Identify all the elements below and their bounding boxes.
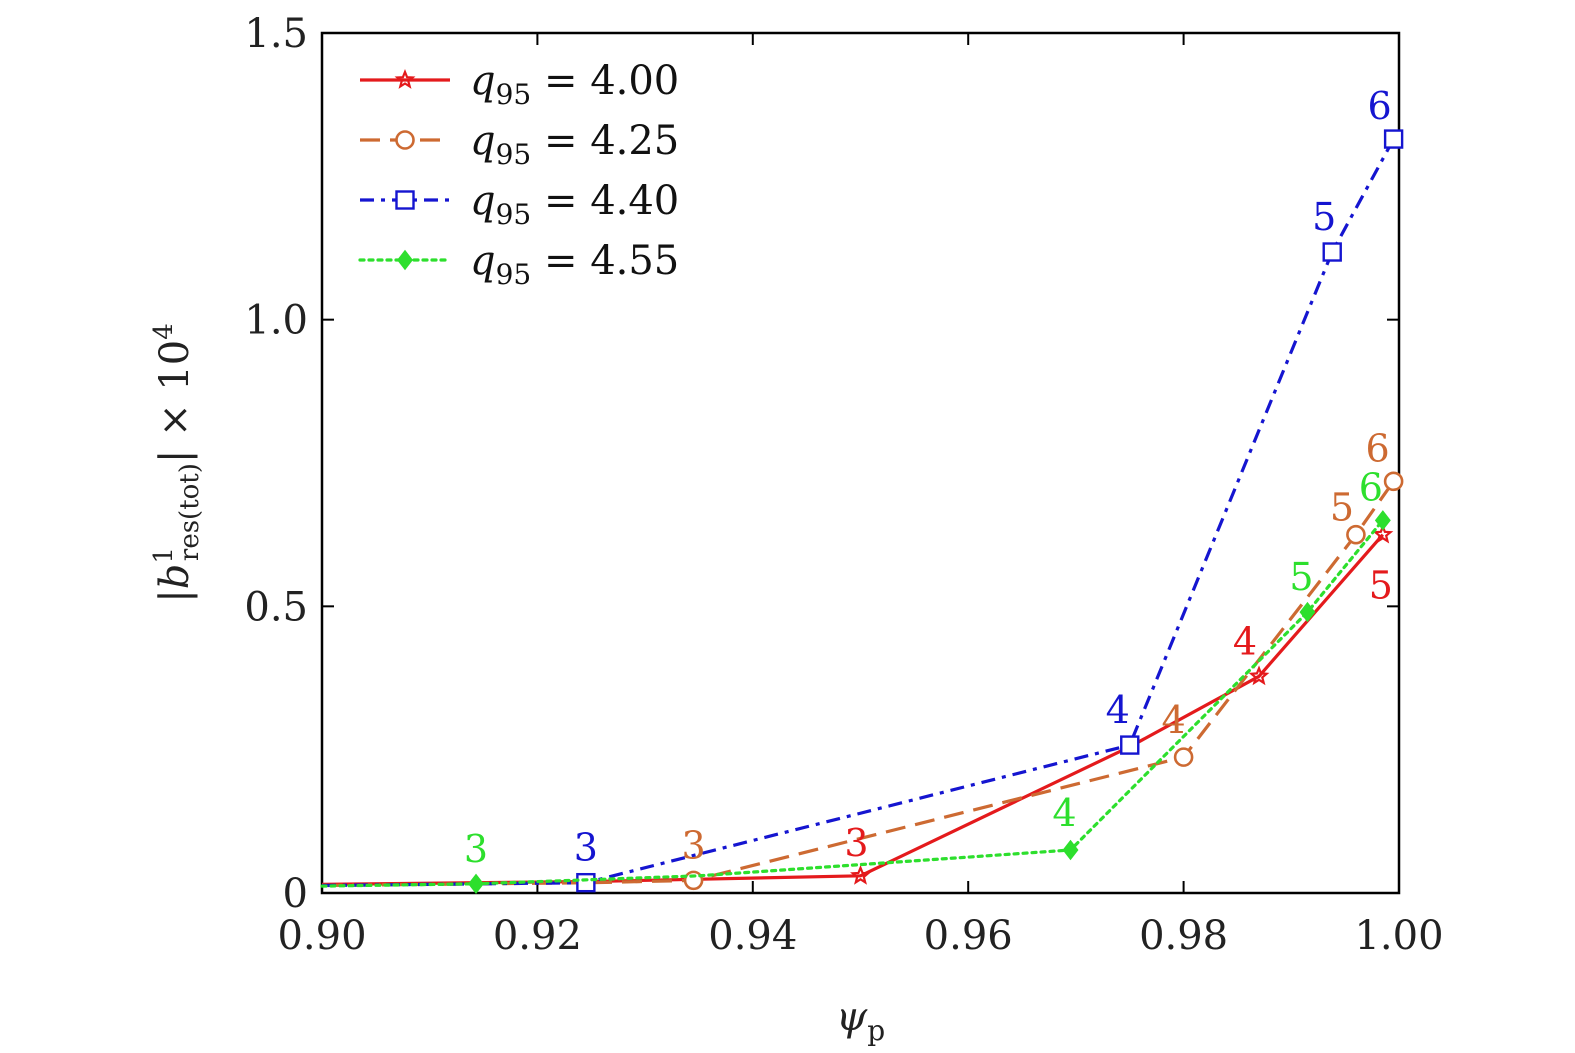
data-point-marker: [1299, 601, 1316, 623]
point-label: 3: [844, 821, 868, 865]
series-square: [321, 129, 1404, 893]
point-label: 5: [1312, 195, 1336, 239]
data-point-marker: [394, 69, 416, 89]
data-point-marker: [1383, 471, 1404, 492]
x-tick-label: 0.92: [493, 913, 582, 959]
data-point-marker: [850, 864, 871, 885]
legend-label: q95 = 4.40: [470, 178, 679, 231]
series-diamond: [320, 510, 1391, 895]
data-point-marker: [468, 873, 484, 895]
y-tick-label: 0: [283, 871, 308, 917]
y-tick-label: 0.5: [244, 584, 308, 630]
data-point-marker: [1062, 839, 1079, 861]
data-point-marker: [1383, 129, 1404, 149]
x-axis-label: ψp: [836, 994, 885, 1047]
data-point-marker: [1346, 524, 1366, 545]
data-point-marker: [395, 130, 415, 150]
data-point-marker: [1374, 510, 1391, 531]
point-label: 3: [574, 826, 598, 870]
x-tick-label: 0.90: [277, 913, 366, 959]
y-axis-label: |b1res(tot)| × 104: [149, 323, 205, 603]
point-label: 3: [464, 827, 488, 871]
legend-item: q95 = 4.40: [360, 178, 679, 231]
y-tick-label: 1.0: [244, 298, 308, 344]
legend-label: q95 = 4.00: [470, 58, 679, 111]
point-label: 6: [1366, 426, 1390, 470]
point-label: 6: [1368, 84, 1392, 128]
data-point-marker: [576, 872, 596, 893]
point-label: 4: [1106, 688, 1130, 732]
data-point-marker: [397, 249, 413, 271]
y-tick-label: 1.5: [244, 11, 308, 57]
legend-item: q95 = 4.00: [360, 58, 679, 111]
series-layer: [320, 129, 1404, 895]
point-label: 5: [1330, 486, 1354, 530]
point-label: 4: [1052, 791, 1076, 835]
point-label: 5: [1369, 564, 1393, 608]
legend-label: q95 = 4.25: [470, 118, 679, 171]
legend-item: q95 = 4.55: [358, 238, 679, 291]
legend: q95 = 4.00 q95 = 4.25 q95 = 4.40 q95 = 4.55: [358, 58, 679, 291]
point-label: 3: [681, 823, 705, 867]
point-label: 6: [1359, 465, 1383, 509]
plot-frame: [320, 31, 1401, 895]
data-point-marker: [1173, 747, 1194, 767]
series-line: [320, 518, 1385, 888]
data-point-marker: [1322, 242, 1342, 262]
axes: 0.90 0.92 0.94 0.96 0.98 1.00 0 0.5 1.0 1.5: [244, 11, 1443, 959]
legend-item: q95 = 4.25: [360, 118, 679, 171]
x-tick-label: 0.98: [1139, 913, 1228, 959]
data-point-marker: [1120, 735, 1140, 755]
x-tick-label: 0.94: [708, 913, 797, 959]
data-point-marker: [1248, 665, 1270, 686]
point-label: 5: [1289, 555, 1313, 599]
x-tick-label: 0.96: [924, 913, 1013, 959]
data-point-marker: [395, 190, 415, 210]
legend-label: q95 = 4.55: [470, 238, 679, 291]
data-point-marker: [1372, 523, 1394, 544]
point-label: 4: [1233, 619, 1257, 663]
x-tick-label: 1.00: [1354, 913, 1443, 959]
point-label: 4: [1162, 698, 1186, 742]
